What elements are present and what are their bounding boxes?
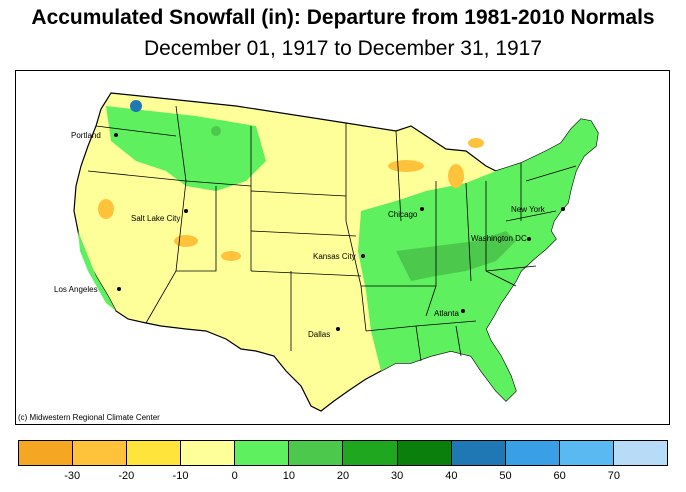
- legend-swatch: [289, 441, 344, 465]
- legend-tick-label: -20: [118, 470, 135, 482]
- legend-tick-label: 40: [445, 470, 458, 482]
- legend-tick-label: 50: [499, 470, 512, 482]
- legend-tick-label: 0: [231, 470, 238, 482]
- city-label-los-angeles: Los Angeles: [54, 285, 98, 294]
- city-dot-dallas: [336, 327, 340, 331]
- city-labels: Portland Salt Lake City Los Angeles Kans…: [54, 131, 546, 339]
- city-dot-los-angeles: [117, 287, 121, 291]
- legend-swatch: [73, 441, 128, 465]
- city-label-washington-dc: Washington DC: [471, 234, 527, 243]
- city-dot-atlanta: [461, 309, 465, 313]
- city-dot-chicago: [420, 207, 424, 211]
- state-boundaries: [87, 105, 577, 362]
- legend-tick-label: 30: [391, 470, 404, 482]
- legend-tick-label: -10: [172, 470, 189, 482]
- city-markers: [114, 133, 565, 331]
- city-dot-portland: [114, 133, 118, 137]
- legend-swatch: [127, 441, 182, 465]
- city-label-new-york: New York: [511, 205, 546, 214]
- city-label-chicago: Chicago: [388, 210, 418, 219]
- map-panel: Portland Salt Lake City Los Angeles Kans…: [15, 70, 670, 425]
- legend-tick-label: 70: [607, 470, 620, 482]
- legend-swatch: [181, 441, 236, 465]
- city-dot-washington-dc: [527, 237, 531, 241]
- map-title: Accumulated Snowfall (in): Departure fro…: [31, 6, 655, 29]
- legend-tick-label: 20: [336, 470, 350, 482]
- legend-swatch: [505, 441, 560, 465]
- city-label-dallas: Dallas: [308, 330, 330, 339]
- legend-swatch: [559, 441, 614, 465]
- city-dot-kansas-city: [361, 254, 365, 258]
- legend-swatch: [613, 441, 667, 465]
- us-map: Portland Salt Lake City Los Angeles Kans…: [54, 92, 599, 412]
- legend-swatch: [397, 441, 452, 465]
- legend-swatch: [451, 441, 506, 465]
- legend-tick-label: 60: [553, 470, 566, 482]
- city-dot-new-york: [561, 207, 565, 211]
- legend-tick-label: 10: [282, 470, 295, 482]
- legend-ticks: -30 -20 -10 0 10 20 30 40 50 60 70: [18, 470, 668, 486]
- legend-swatch: [19, 441, 74, 465]
- credit-text: (c) Midwestern Regional Climate Center: [18, 413, 160, 422]
- city-label-atlanta: Atlanta: [434, 309, 459, 318]
- color-legend: [18, 440, 668, 466]
- map-subtitle: December 01, 1917 to December 31, 1917: [143, 37, 543, 60]
- city-label-kansas-city: Kansas City: [313, 252, 356, 261]
- legend-tick-label: -30: [64, 470, 81, 482]
- city-dot-salt-lake-city: [184, 209, 188, 213]
- city-label-salt-lake-city: Salt Lake City: [131, 214, 180, 223]
- legend-swatch: [235, 441, 290, 465]
- legend-swatch: [343, 441, 398, 465]
- city-label-portland: Portland: [71, 131, 101, 140]
